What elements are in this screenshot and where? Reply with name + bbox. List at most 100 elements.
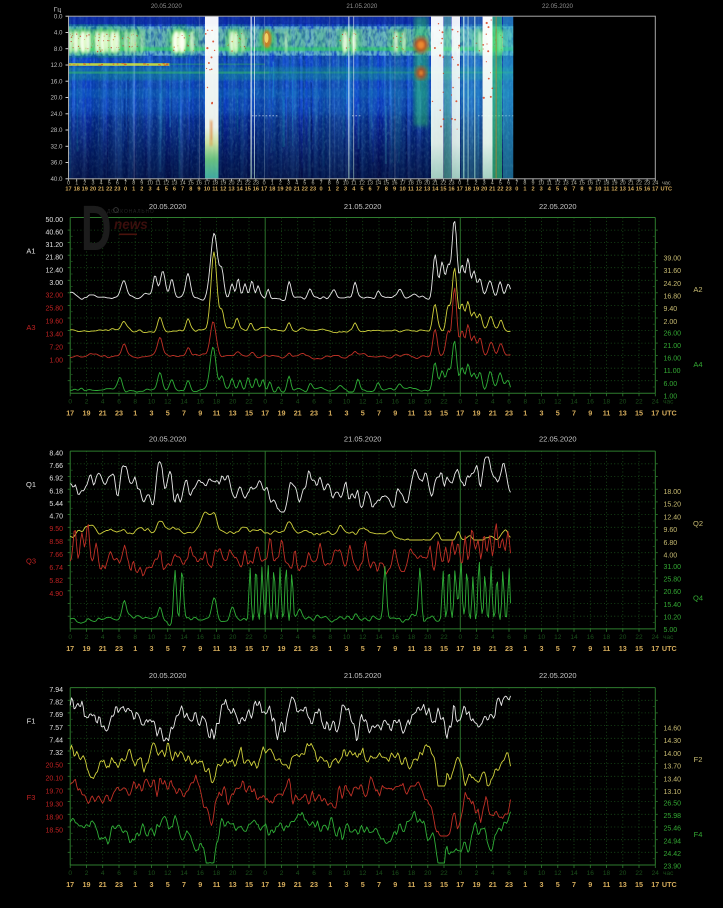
svg-text:8: 8 bbox=[189, 186, 192, 192]
svg-text:6: 6 bbox=[507, 634, 511, 641]
svg-text:4: 4 bbox=[296, 870, 300, 877]
svg-text:20: 20 bbox=[424, 870, 432, 877]
svg-text:6: 6 bbox=[116, 180, 119, 186]
svg-text:7.82: 7.82 bbox=[49, 700, 63, 707]
svg-text:20.05.2020: 20.05.2020 bbox=[149, 435, 187, 444]
svg-text:12: 12 bbox=[554, 399, 562, 406]
svg-text:1: 1 bbox=[132, 186, 135, 192]
svg-text:17: 17 bbox=[456, 408, 464, 417]
svg-text:2: 2 bbox=[475, 399, 479, 406]
svg-text:D: D bbox=[81, 193, 112, 264]
svg-text:20.05.2020: 20.05.2020 bbox=[151, 3, 183, 10]
svg-text:50.00: 50.00 bbox=[45, 217, 63, 224]
svg-text:11: 11 bbox=[603, 644, 611, 653]
svg-text:7: 7 bbox=[181, 186, 184, 192]
svg-text:6: 6 bbox=[507, 180, 510, 186]
svg-text:18: 18 bbox=[74, 186, 80, 192]
svg-text:7: 7 bbox=[572, 186, 575, 192]
svg-text:31.60: 31.60 bbox=[664, 268, 682, 275]
svg-text:23: 23 bbox=[505, 880, 513, 889]
svg-text:10: 10 bbox=[343, 180, 349, 186]
svg-text:24: 24 bbox=[652, 634, 660, 641]
svg-text:3: 3 bbox=[344, 186, 347, 192]
svg-text:18.50: 18.50 bbox=[45, 828, 63, 835]
svg-text:4.00: 4.00 bbox=[664, 553, 678, 560]
svg-text:1: 1 bbox=[466, 180, 469, 186]
svg-text:8: 8 bbox=[328, 399, 332, 406]
svg-text:13: 13 bbox=[424, 880, 432, 889]
svg-text:6: 6 bbox=[173, 186, 176, 192]
svg-text:15: 15 bbox=[635, 408, 643, 417]
svg-text:12.40: 12.40 bbox=[664, 514, 682, 521]
svg-text:7: 7 bbox=[124, 180, 127, 186]
svg-text:17: 17 bbox=[66, 408, 74, 417]
svg-text:7.94: 7.94 bbox=[49, 687, 63, 694]
svg-text:F3: F3 bbox=[27, 793, 36, 802]
svg-text:12: 12 bbox=[359, 634, 367, 641]
svg-text:40.0: 40.0 bbox=[50, 176, 63, 183]
svg-text:21: 21 bbox=[489, 408, 497, 417]
svg-text:22: 22 bbox=[635, 870, 643, 877]
svg-text:6: 6 bbox=[312, 870, 316, 877]
svg-text:18: 18 bbox=[603, 180, 609, 186]
svg-text:8.40: 8.40 bbox=[49, 451, 63, 458]
svg-text:17: 17 bbox=[66, 880, 74, 889]
svg-text:16.00: 16.00 bbox=[664, 356, 682, 363]
svg-text:10: 10 bbox=[204, 186, 210, 192]
svg-text:3: 3 bbox=[540, 644, 544, 653]
svg-text:9: 9 bbox=[393, 880, 397, 889]
svg-text:3: 3 bbox=[345, 880, 349, 889]
svg-text:4: 4 bbox=[296, 399, 300, 406]
svg-text:5: 5 bbox=[108, 180, 111, 186]
svg-text:16: 16 bbox=[587, 634, 595, 641]
svg-text:12: 12 bbox=[220, 186, 226, 192]
svg-text:17: 17 bbox=[595, 180, 601, 186]
svg-text:3: 3 bbox=[540, 408, 544, 417]
svg-text:4: 4 bbox=[352, 186, 356, 192]
svg-text:17: 17 bbox=[65, 186, 71, 192]
svg-text:12: 12 bbox=[611, 186, 617, 192]
svg-text:14: 14 bbox=[375, 870, 383, 877]
svg-text:12: 12 bbox=[359, 870, 367, 877]
svg-text:2: 2 bbox=[280, 399, 284, 406]
svg-text:8.0: 8.0 bbox=[54, 46, 63, 53]
svg-text:4: 4 bbox=[157, 186, 161, 192]
svg-text:31.00: 31.00 bbox=[664, 564, 682, 571]
svg-text:3: 3 bbox=[345, 644, 349, 653]
svg-text:18: 18 bbox=[465, 186, 471, 192]
svg-text:3: 3 bbox=[150, 880, 154, 889]
svg-text:16: 16 bbox=[197, 870, 205, 877]
svg-text:2: 2 bbox=[85, 634, 89, 641]
svg-text:10: 10 bbox=[343, 870, 351, 877]
svg-text:1: 1 bbox=[133, 644, 137, 653]
svg-text:0: 0 bbox=[68, 634, 72, 641]
svg-text:8: 8 bbox=[385, 186, 388, 192]
svg-text:5: 5 bbox=[556, 186, 559, 192]
svg-text:21: 21 bbox=[294, 186, 300, 192]
svg-text:40.60: 40.60 bbox=[45, 230, 63, 237]
svg-text:18: 18 bbox=[408, 634, 416, 641]
svg-text:0: 0 bbox=[458, 180, 461, 186]
svg-text:час: час bbox=[663, 399, 674, 406]
svg-text:19: 19 bbox=[278, 408, 286, 417]
svg-text:UTC: UTC bbox=[661, 186, 673, 192]
svg-text:5: 5 bbox=[303, 180, 306, 186]
svg-text:21: 21 bbox=[489, 880, 497, 889]
svg-text:5.82: 5.82 bbox=[49, 578, 63, 585]
svg-text:14: 14 bbox=[375, 634, 383, 641]
svg-text:1: 1 bbox=[523, 186, 526, 192]
svg-text:7: 7 bbox=[377, 186, 380, 192]
svg-text:13.40: 13.40 bbox=[664, 776, 682, 783]
svg-text:1: 1 bbox=[328, 186, 331, 192]
svg-text:21.05.2020: 21.05.2020 bbox=[344, 202, 382, 211]
svg-text:14: 14 bbox=[375, 399, 383, 406]
svg-text:1.00: 1.00 bbox=[49, 357, 63, 364]
svg-text:21: 21 bbox=[628, 180, 634, 186]
svg-text:13: 13 bbox=[367, 180, 373, 186]
svg-text:A1: A1 bbox=[26, 246, 35, 255]
svg-text:21.05.2020: 21.05.2020 bbox=[346, 3, 378, 10]
svg-text:0: 0 bbox=[263, 180, 266, 186]
svg-text:22: 22 bbox=[440, 180, 446, 186]
svg-text:0: 0 bbox=[68, 399, 72, 406]
svg-text:31.20: 31.20 bbox=[45, 242, 63, 249]
